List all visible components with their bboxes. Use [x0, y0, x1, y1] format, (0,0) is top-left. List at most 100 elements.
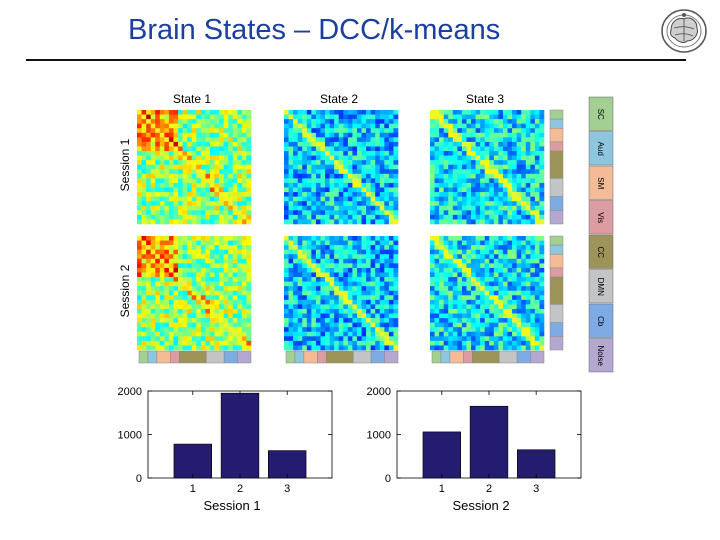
matrix-cell — [284, 313, 289, 319]
matrix-cell — [146, 254, 151, 260]
matrix-cell — [182, 123, 188, 129]
matrix-cell — [191, 236, 197, 241]
matrix-cell — [246, 169, 252, 175]
matrix-cell — [366, 245, 371, 250]
matrix-cell — [443, 258, 449, 264]
matrix-cell — [457, 201, 463, 207]
matrix-cell — [146, 192, 151, 197]
matrix-cell — [352, 132, 358, 138]
matrix-cell — [306, 214, 312, 220]
matrix-cell — [293, 210, 298, 216]
matrix-cell — [534, 169, 540, 175]
matrix-cell — [284, 322, 289, 328]
matrix-cell — [356, 173, 362, 179]
matrix-cell — [375, 295, 381, 301]
matrix-cell — [443, 132, 449, 138]
matrix-cell — [452, 263, 458, 269]
matrix-cell — [205, 141, 211, 147]
matrix-cell — [361, 295, 367, 301]
matrix-cell — [200, 263, 206, 269]
matrix-cell — [214, 313, 220, 319]
matrix-cell — [284, 155, 289, 161]
matrix-cell — [297, 151, 303, 156]
matrix-cell — [338, 146, 344, 152]
matrix-cell — [200, 322, 206, 328]
matrix-cell — [228, 146, 234, 152]
matrix-cell — [182, 295, 188, 301]
matrix-cell — [507, 151, 513, 156]
matrix-cell — [475, 192, 481, 197]
matrix-cell — [512, 169, 517, 175]
matrix-cell — [315, 327, 321, 333]
matrix-cell — [168, 201, 174, 207]
matrix-cell — [461, 340, 467, 346]
matrix-cell — [439, 132, 444, 138]
matrix-cell — [507, 182, 513, 188]
matrix-cell — [214, 201, 220, 207]
matrix-cell — [159, 272, 165, 278]
matrix-cell — [284, 182, 289, 188]
matrix-cell — [480, 263, 486, 269]
matrix-cell — [452, 196, 458, 202]
matrix-cell — [534, 340, 540, 346]
network-strip-segment — [223, 350, 238, 364]
matrix-cell — [498, 272, 504, 278]
matrix-cell — [475, 345, 481, 351]
matrix-cell — [370, 286, 376, 292]
matrix-cell — [452, 128, 458, 134]
matrix-cell — [196, 340, 202, 346]
matrix-cell — [150, 236, 156, 241]
matrix-cell — [196, 160, 202, 166]
matrix-cell — [512, 336, 517, 342]
matrix-cell — [293, 132, 298, 138]
matrix-cell — [366, 214, 371, 220]
matrix-cell — [173, 258, 179, 264]
matrix-cell — [352, 214, 358, 220]
matrix-cell — [196, 281, 202, 287]
matrix-cell — [384, 327, 390, 333]
network-strip-segment — [549, 178, 564, 197]
matrix-cell — [471, 110, 476, 115]
matrix-cell — [461, 141, 467, 147]
matrix-cell — [146, 295, 151, 301]
matrix-cell — [439, 192, 444, 197]
matrix-cell — [173, 164, 179, 170]
matrix-cell — [214, 137, 220, 143]
matrix-cell — [457, 245, 463, 250]
matrix-cell — [219, 187, 224, 193]
matrix-cell — [448, 236, 454, 241]
matrix-cell — [439, 151, 444, 156]
matrix-cell — [155, 173, 161, 179]
matrix-cell — [443, 263, 449, 269]
matrix-cell — [366, 128, 371, 134]
matrix-cell — [311, 169, 317, 175]
matrix-cell — [209, 123, 215, 129]
matrix-cell — [219, 236, 224, 241]
matrix-cell — [480, 192, 486, 197]
matrix-cell — [534, 236, 540, 241]
matrix-cell — [489, 137, 495, 143]
matrix-cell — [164, 128, 170, 134]
matrix-cell — [461, 119, 467, 124]
matrix-cell — [507, 210, 513, 216]
matrix-cell — [297, 272, 303, 278]
matrix-cell — [475, 336, 481, 342]
matrix-cell — [200, 132, 206, 138]
network-strip-segment — [549, 253, 564, 269]
matrix-cell — [375, 267, 381, 273]
matrix-cell — [507, 155, 513, 161]
matrix-cell — [205, 128, 211, 134]
chart-2-ytick-label: 0 — [385, 473, 391, 485]
matrix-cell — [475, 277, 481, 282]
matrix-cell — [311, 236, 317, 241]
matrix-cell — [484, 286, 490, 292]
matrix-cell — [480, 128, 486, 134]
matrix-cell — [302, 214, 308, 220]
matrix-cell — [361, 110, 367, 115]
matrix-cell — [516, 249, 522, 255]
matrix-cell — [393, 151, 399, 156]
matrix-cell — [484, 345, 490, 351]
matrix-cell — [173, 178, 179, 184]
matrix-cell — [155, 254, 161, 260]
matrix-cell — [297, 114, 303, 120]
